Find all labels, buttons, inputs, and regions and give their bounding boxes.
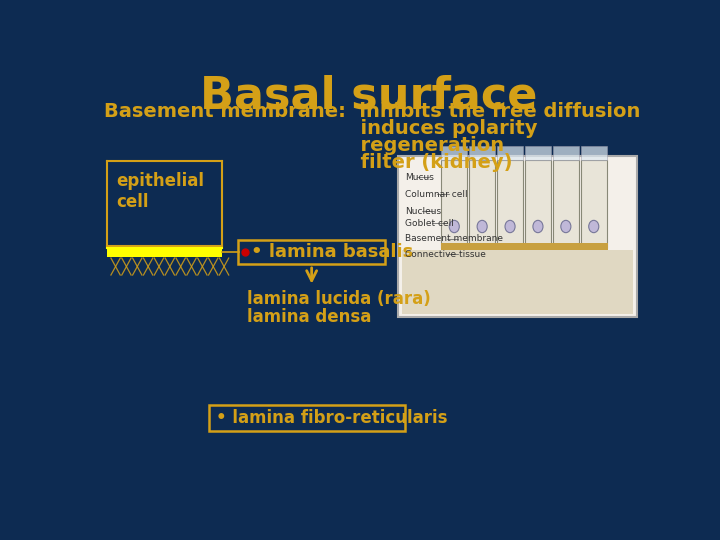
Text: filter (kidney): filter (kidney) (104, 153, 513, 172)
Text: Basal surface: Basal surface (200, 74, 538, 117)
Ellipse shape (561, 220, 571, 233)
Bar (469, 146, 495, 159)
Bar (441, 159, 467, 248)
Text: epithelial
cell: epithelial cell (117, 172, 204, 211)
Bar (553, 146, 579, 159)
Text: Goblet cell: Goblet cell (405, 219, 454, 228)
Text: Columnar cell: Columnar cell (405, 190, 467, 199)
Ellipse shape (589, 220, 599, 233)
Text: Basement membrane: Basement membrane (405, 234, 503, 244)
Text: Connective tissue: Connective tissue (405, 249, 485, 259)
Bar (398, 156, 637, 318)
Bar (402, 249, 634, 314)
Text: induces polarity: induces polarity (104, 119, 537, 138)
Bar (580, 146, 607, 159)
Text: regeneration: regeneration (104, 136, 504, 154)
Ellipse shape (505, 220, 515, 233)
Bar (580, 159, 607, 248)
FancyBboxPatch shape (238, 240, 385, 264)
Bar (497, 146, 523, 159)
Bar (497, 159, 523, 248)
Bar (525, 146, 551, 159)
Ellipse shape (449, 220, 459, 233)
Text: Nucleus: Nucleus (405, 207, 441, 215)
Bar (525, 159, 551, 248)
Text: • lamina basalis: • lamina basalis (251, 243, 413, 261)
Text: lamina lucida (rara): lamina lucida (rara) (246, 289, 431, 308)
Bar (441, 244, 608, 249)
Ellipse shape (533, 220, 543, 233)
Text: • lamina fibro-reticularis: • lamina fibro-reticularis (216, 409, 448, 427)
Text: Mucus: Mucus (405, 173, 433, 182)
Bar (553, 159, 579, 248)
Text: lamina densa: lamina densa (246, 308, 371, 326)
FancyBboxPatch shape (210, 405, 405, 431)
Ellipse shape (477, 220, 487, 233)
Text: Basement membrane:  inhibits the free diffusion: Basement membrane: inhibits the free dif… (104, 102, 640, 121)
Bar (107, 247, 222, 256)
Bar (469, 159, 495, 248)
Bar (441, 146, 467, 159)
